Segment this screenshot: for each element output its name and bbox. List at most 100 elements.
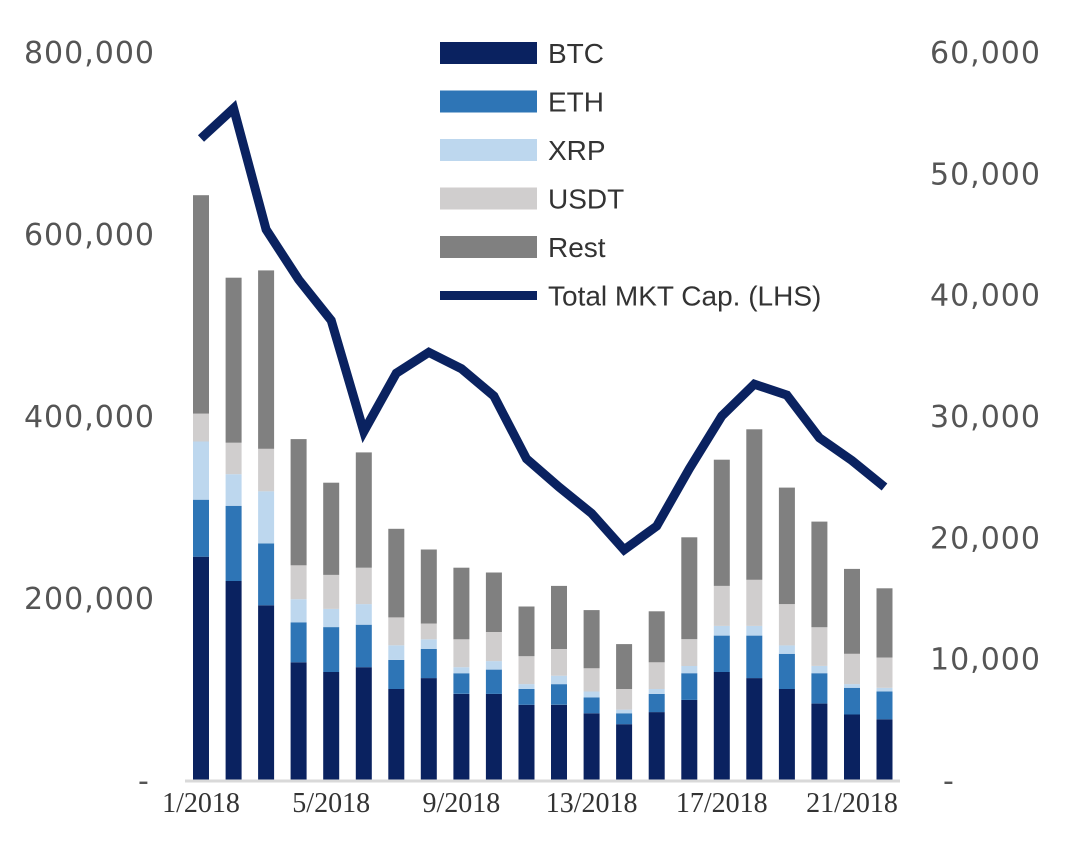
bar-eth-3 xyxy=(258,543,275,606)
x-axis-tick-label: 21/2018 xyxy=(806,788,898,819)
bar-eth-22 xyxy=(876,691,893,720)
bar-xrp-22 xyxy=(876,687,893,692)
bar-btc-6 xyxy=(355,667,372,780)
right-axis-tick-label: 40,000 xyxy=(930,279,1041,314)
bar-rest-3 xyxy=(258,270,275,449)
bar-eth-14 xyxy=(616,713,633,725)
bar-xrp-13 xyxy=(583,691,600,698)
bar-eth-21 xyxy=(844,687,860,715)
bar-rest-1 xyxy=(193,195,209,414)
left-axis-tick-label: - xyxy=(138,764,150,799)
bar-btc-21 xyxy=(844,714,860,780)
legend-label: Rest xyxy=(548,232,606,263)
bar-btc-22 xyxy=(876,719,893,780)
x-axis-tick-label: 5/2018 xyxy=(292,788,370,819)
bar-xrp-5 xyxy=(323,608,340,628)
bar-usdt-9 xyxy=(453,639,470,668)
bar-xrp-12 xyxy=(551,675,567,685)
bar-rest-8 xyxy=(420,549,437,624)
bar-xrp-16 xyxy=(681,665,698,674)
bar-usdt-1 xyxy=(193,413,209,442)
bar-eth-9 xyxy=(453,673,470,694)
bar-eth-12 xyxy=(551,684,567,705)
legend-label: XRP xyxy=(548,135,606,166)
left-axis-tick-label: 600,000 xyxy=(24,218,155,253)
bar-btc-15 xyxy=(648,712,665,780)
bar-eth-2 xyxy=(225,505,242,581)
bar-eth-1 xyxy=(193,499,209,557)
legend-swatch-rest xyxy=(440,236,537,258)
bar-usdt-8 xyxy=(420,623,437,640)
bar-usdt-19 xyxy=(778,604,795,646)
bar-btc-9 xyxy=(453,693,470,780)
bar-eth-20 xyxy=(811,673,828,704)
bar-eth-5 xyxy=(323,627,340,672)
legend-label: Total MKT Cap. (LHS) xyxy=(548,281,821,312)
bar-usdt-20 xyxy=(811,627,828,666)
bar-xrp-10 xyxy=(485,661,502,670)
bar-rest-9 xyxy=(453,567,470,640)
x-axis-tick-label: 13/2018 xyxy=(546,788,638,819)
bar-btc-20 xyxy=(811,703,828,780)
bar-rest-5 xyxy=(323,482,340,575)
bar-btc-10 xyxy=(485,693,502,780)
bar-xrp-20 xyxy=(811,665,828,674)
bar-xrp-17 xyxy=(713,625,730,636)
bar-eth-18 xyxy=(746,635,763,679)
bar-btc-16 xyxy=(681,699,698,780)
bar-rest-19 xyxy=(778,487,795,605)
bar-rest-22 xyxy=(876,588,893,658)
bar-btc-12 xyxy=(551,704,567,780)
bar-rest-17 xyxy=(713,459,730,586)
bar-usdt-4 xyxy=(290,565,307,600)
bar-rest-12 xyxy=(551,585,567,649)
bar-xrp-8 xyxy=(420,639,437,649)
bar-usdt-10 xyxy=(485,632,502,662)
right-axis-tick-label: 60,000 xyxy=(930,36,1041,71)
bar-eth-6 xyxy=(355,624,372,668)
right-axis-tick-label: 50,000 xyxy=(930,157,1041,192)
bar-usdt-15 xyxy=(648,662,665,689)
bar-rest-13 xyxy=(583,610,600,669)
bar-rest-4 xyxy=(290,439,307,566)
bar-usdt-3 xyxy=(258,448,275,492)
x-axis-tick-label: 1/2018 xyxy=(162,788,240,819)
bar-rest-20 xyxy=(811,521,828,628)
bar-usdt-16 xyxy=(681,639,698,666)
bar-rest-18 xyxy=(746,429,763,580)
left-axis-tick-label: 400,000 xyxy=(24,400,155,435)
bar-eth-16 xyxy=(681,673,698,700)
bar-usdt-12 xyxy=(551,649,567,676)
bar-eth-17 xyxy=(713,635,730,672)
bar-rest-10 xyxy=(485,572,502,632)
legend-swatch-eth xyxy=(440,90,537,113)
right-axis-tick-label: 20,000 xyxy=(930,521,1041,556)
right-axis-tick-label: 30,000 xyxy=(930,400,1041,435)
bar-xrp-1 xyxy=(193,441,209,500)
bar-btc-19 xyxy=(778,689,795,780)
bar-btc-17 xyxy=(713,672,730,780)
bar-btc-1 xyxy=(193,556,209,780)
bar-btc-13 xyxy=(583,713,600,780)
bar-eth-19 xyxy=(778,653,795,689)
legend-swatch-xrp xyxy=(440,139,537,161)
bar-eth-7 xyxy=(388,659,405,689)
bar-usdt-17 xyxy=(713,585,730,626)
bar-usdt-11 xyxy=(518,656,535,685)
bar-btc-3 xyxy=(258,605,275,780)
bar-eth-13 xyxy=(583,697,600,714)
legend-swatch-btc xyxy=(440,42,537,64)
line-total-mkt-cap xyxy=(197,100,888,556)
bar-xrp-14 xyxy=(616,709,633,714)
x-axis-tick-label: 9/2018 xyxy=(423,788,501,819)
bar-xrp-19 xyxy=(778,645,795,654)
x-axis-tick-label: 17/2018 xyxy=(676,788,768,819)
bar-btc-18 xyxy=(746,678,763,780)
bar-rest-16 xyxy=(681,537,698,640)
bar-btc-7 xyxy=(388,689,405,780)
legend-swatch-usdt xyxy=(440,187,537,210)
bar-xrp-7 xyxy=(388,645,405,660)
bar-btc-8 xyxy=(420,678,437,780)
bar-xrp-15 xyxy=(648,689,665,694)
